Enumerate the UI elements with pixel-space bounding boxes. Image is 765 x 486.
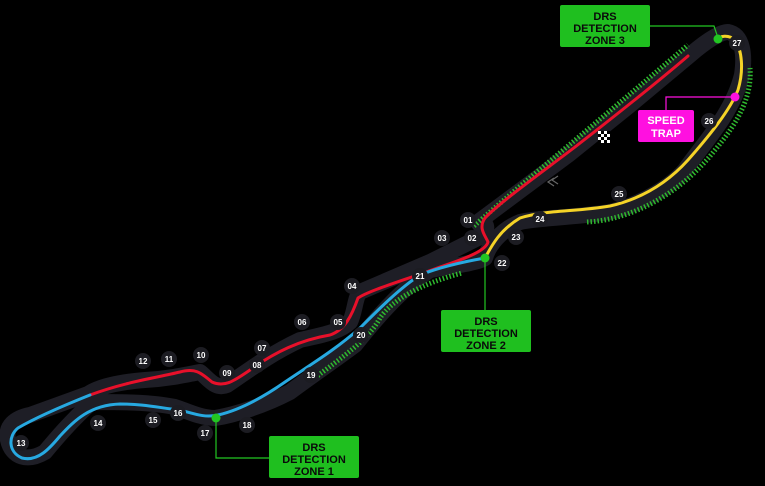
drs-zone-1-line-1: DRS xyxy=(302,442,325,454)
turn-label-04: 04 xyxy=(348,282,357,291)
turn-label-06: 06 xyxy=(298,318,307,327)
turn-label-26: 26 xyxy=(705,117,714,126)
turn-label-02: 02 xyxy=(468,234,477,243)
track-outline xyxy=(0,24,752,466)
drs-zone-back-straight xyxy=(586,67,753,225)
drs-zone-1-label: DRS DETECTION ZONE 1 xyxy=(269,436,359,478)
turn-marker-14 xyxy=(90,415,106,431)
turn-marker-13 xyxy=(13,435,29,451)
turn-marker-06 xyxy=(294,314,310,330)
speed-trap-line-2: TRAP xyxy=(651,128,681,140)
turn-marker-19 xyxy=(303,367,319,383)
turn-marker-08 xyxy=(249,357,265,373)
drs-zone-1-line-2: DETECTION xyxy=(282,454,346,466)
drs-zone-2-label: DRS DETECTION ZONE 2 xyxy=(441,310,531,352)
turn-marker-26 xyxy=(701,113,717,129)
turn-label-19: 19 xyxy=(307,371,316,380)
turn-marker-27 xyxy=(729,35,745,51)
drs-2-detection-point xyxy=(480,253,490,263)
turn-label-20: 20 xyxy=(357,331,366,340)
chequered-flag-icon xyxy=(598,131,610,143)
speed-trap-point xyxy=(730,92,740,102)
turn-marker-09 xyxy=(219,365,235,381)
turn-labels: 01 02 03 04 05 06 07 08 09 10 11 12 13 14 15 16 17 18 19 20… xyxy=(13,35,745,451)
turn-marker-01 xyxy=(460,212,476,228)
speed-trap-connector xyxy=(665,96,735,110)
turn-marker-22 xyxy=(494,255,510,271)
turn-marker-15 xyxy=(145,412,161,428)
turn-label-10: 10 xyxy=(197,351,206,360)
turn-label-24: 24 xyxy=(536,215,545,224)
turn-marker-03 xyxy=(434,230,450,246)
turn-label-18: 18 xyxy=(243,421,252,430)
turn-marker-18 xyxy=(239,417,255,433)
turn-label-17: 17 xyxy=(201,429,210,438)
turn-marker-17 xyxy=(197,425,213,441)
drs-zone-2-line-2: DETECTION xyxy=(454,328,518,340)
drs-3-detection-point xyxy=(713,34,723,44)
turn-marker-16 xyxy=(170,405,186,421)
turn-label-16: 16 xyxy=(174,409,183,418)
turn-label-14: 14 xyxy=(94,419,103,428)
turn-label-21: 21 xyxy=(416,272,425,281)
drs-zone-3-label: DRS DETECTION ZONE 3 xyxy=(560,5,650,47)
turn-label-15: 15 xyxy=(149,416,158,425)
turn-label-05: 05 xyxy=(334,318,343,327)
speed-trap-label: SPEED TRAP xyxy=(638,110,694,142)
turn-label-03: 03 xyxy=(438,234,447,243)
turn-label-23: 23 xyxy=(512,233,521,242)
turn-marker-04 xyxy=(344,278,360,294)
turn-marker-21 xyxy=(412,268,428,284)
turn-label-12: 12 xyxy=(139,357,148,366)
turn-marker-05 xyxy=(330,314,346,330)
drs-1-detection-point xyxy=(211,413,221,423)
direction-chevron-icon xyxy=(546,175,559,187)
turn-label-01: 01 xyxy=(464,216,473,225)
turn-marker-07 xyxy=(254,340,270,356)
turn-label-08: 08 xyxy=(253,361,262,370)
turn-marker-02 xyxy=(464,230,480,246)
drs-3-connector xyxy=(650,25,719,39)
drs-zone-3-line-2: DETECTION xyxy=(573,23,637,35)
drs-zone-3-line-1: DRS xyxy=(593,11,616,23)
sector-1-line xyxy=(88,54,690,397)
turn-label-11: 11 xyxy=(165,355,174,364)
turn-label-09: 09 xyxy=(223,369,232,378)
turn-label-27: 27 xyxy=(733,39,742,48)
turn-label-22: 22 xyxy=(498,259,507,268)
turn-marker-25 xyxy=(611,186,627,202)
turn-marker-11 xyxy=(161,351,177,367)
turn-marker-12 xyxy=(135,353,151,369)
drs-zone-3-line-3: ZONE 3 xyxy=(585,35,625,47)
turn-label-13: 13 xyxy=(17,439,26,448)
turn-marker-10 xyxy=(193,347,209,363)
drs-1-connector xyxy=(215,418,270,459)
drs-zone-2-line-3: ZONE 2 xyxy=(466,340,506,352)
turn-marker-24 xyxy=(532,211,548,227)
drs-zone-1-line-3: ZONE 1 xyxy=(294,466,334,478)
drs-zone-2-line-1: DRS xyxy=(474,316,497,328)
turn-marker-20 xyxy=(353,327,369,343)
turn-label-07: 07 xyxy=(258,344,267,353)
turn-label-25: 25 xyxy=(615,190,624,199)
turn-marker-23 xyxy=(508,229,524,245)
speed-trap-line-1: SPEED xyxy=(647,115,684,127)
